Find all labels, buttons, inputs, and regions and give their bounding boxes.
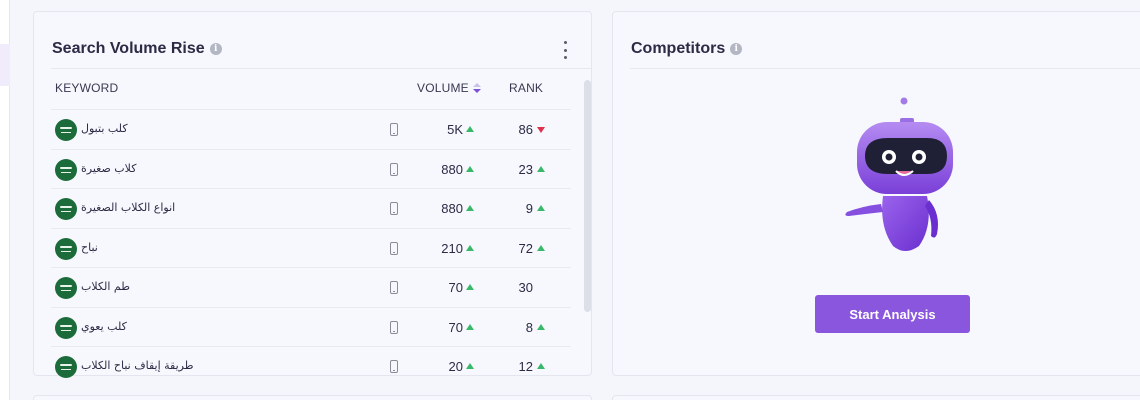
info-icon[interactable]: i [209, 43, 222, 55]
volume-value: 880 [441, 161, 463, 177]
column-header-rank: RANK [509, 81, 544, 95]
volume-value: 70 [448, 319, 463, 335]
volume-value: 880 [441, 201, 463, 216]
left-sidebar-edge [0, 0, 10, 400]
scrollbar[interactable] [584, 80, 591, 312]
rank-value: 8 [525, 319, 533, 335]
mobile-device-icon [390, 202, 398, 215]
keyword-text[interactable]: انواع الكلاب الصغيرة [81, 201, 176, 214]
rank-value: 12 [518, 359, 533, 374]
sort-icon[interactable] [472, 83, 481, 93]
mobile-device-icon [390, 320, 398, 334]
trend-up-icon [537, 363, 545, 369]
volume-value: 210 [441, 240, 463, 256]
mobile-device-icon [390, 241, 398, 255]
mobile-device-icon [390, 360, 398, 373]
card-title: Competitors i [631, 40, 743, 58]
kebab-menu-icon[interactable] [559, 41, 571, 59]
rank-value: 9 [525, 201, 533, 216]
table-row[interactable]: انواع الكلاب الصغيرة 880 9 [51, 188, 571, 228]
table-row[interactable]: كلاب صغيرة 880 23 [51, 148, 571, 189]
trend-up-icon [537, 205, 545, 211]
sidebar-active-item[interactable] [0, 44, 10, 86]
saudi-arabia-flag-icon [55, 316, 77, 339]
saudi-arabia-flag-icon [55, 119, 77, 141]
rank-value: 86 [518, 122, 533, 137]
column-header-volume-label: VOLUME [417, 81, 469, 95]
trend-up-icon [537, 244, 545, 251]
competitors-card: Competitors i Start Analysis [612, 11, 1140, 376]
column-header-keyword: KEYWORD [55, 81, 119, 95]
saudi-arabia-flag-icon [55, 356, 77, 378]
rank-value: 72 [518, 240, 533, 256]
rank-value: 23 [518, 161, 533, 177]
divider [630, 68, 1140, 69]
card-below-right [612, 395, 1140, 400]
volume-value: 5K [447, 122, 463, 137]
rank-value: 30 [518, 280, 533, 295]
saudi-arabia-flag-icon [55, 237, 77, 260]
table-row[interactable]: طم الكلاب 70 30 [51, 267, 571, 307]
keyword-text[interactable]: طريقة إيقاف نباح الكلاب [81, 359, 194, 372]
card-title-text: Search Volume Rise [52, 40, 205, 57]
volume-value: 20 [448, 359, 463, 374]
trend-up-icon [466, 126, 474, 132]
search-volume-rise-card: Search Volume Rise i KEYWORD VOLUME RANK… [33, 11, 592, 378]
keyword-text[interactable]: كلب يعوي [81, 319, 127, 333]
keyword-table: KEYWORD VOLUME RANK كلب بتبول 5K 86 كلاب صغ… [51, 69, 571, 378]
robot-illustration [845, 97, 953, 251]
table-header: KEYWORD VOLUME RANK [51, 69, 571, 109]
saudi-arabia-flag-icon [55, 158, 77, 181]
keyword-text[interactable]: طم الكلاب [81, 280, 130, 293]
trend-up-icon [466, 244, 474, 251]
mobile-device-icon [390, 281, 398, 294]
mobile-device-icon [390, 162, 398, 176]
divider [51, 68, 591, 69]
trend-up-icon [537, 165, 545, 172]
trend-down-icon [537, 127, 545, 133]
saudi-arabia-flag-icon [55, 277, 77, 299]
column-header-volume[interactable]: VOLUME [417, 81, 481, 95]
start-analysis-button[interactable]: Start Analysis [815, 295, 970, 333]
card-title-text: Competitors [631, 40, 726, 57]
info-icon[interactable]: i [730, 43, 743, 55]
table-row[interactable]: كلب يعوي 70 8 [51, 306, 571, 347]
saudi-arabia-flag-icon [55, 198, 77, 220]
trend-up-icon [466, 205, 474, 211]
trend-up-icon [537, 323, 545, 330]
table-row[interactable]: نباح 210 72 [51, 227, 571, 268]
keyword-text[interactable]: كلاب صغيرة [81, 161, 137, 175]
keyword-text[interactable]: كلب بتبول [81, 122, 128, 135]
trend-up-icon [466, 363, 474, 369]
trend-up-icon [466, 323, 474, 330]
keyword-text[interactable]: نباح [81, 240, 98, 254]
trend-up-icon [466, 284, 474, 290]
volume-value: 70 [448, 280, 463, 295]
mobile-device-icon [390, 123, 398, 136]
card-title: Search Volume Rise i [52, 40, 222, 58]
table-row[interactable]: طريقة إيقاف نباح الكلاب 20 12 [51, 346, 571, 386]
trend-up-icon [466, 165, 474, 172]
card-below-left [33, 395, 592, 400]
table-row[interactable]: كلب بتبول 5K 86 [51, 109, 571, 149]
